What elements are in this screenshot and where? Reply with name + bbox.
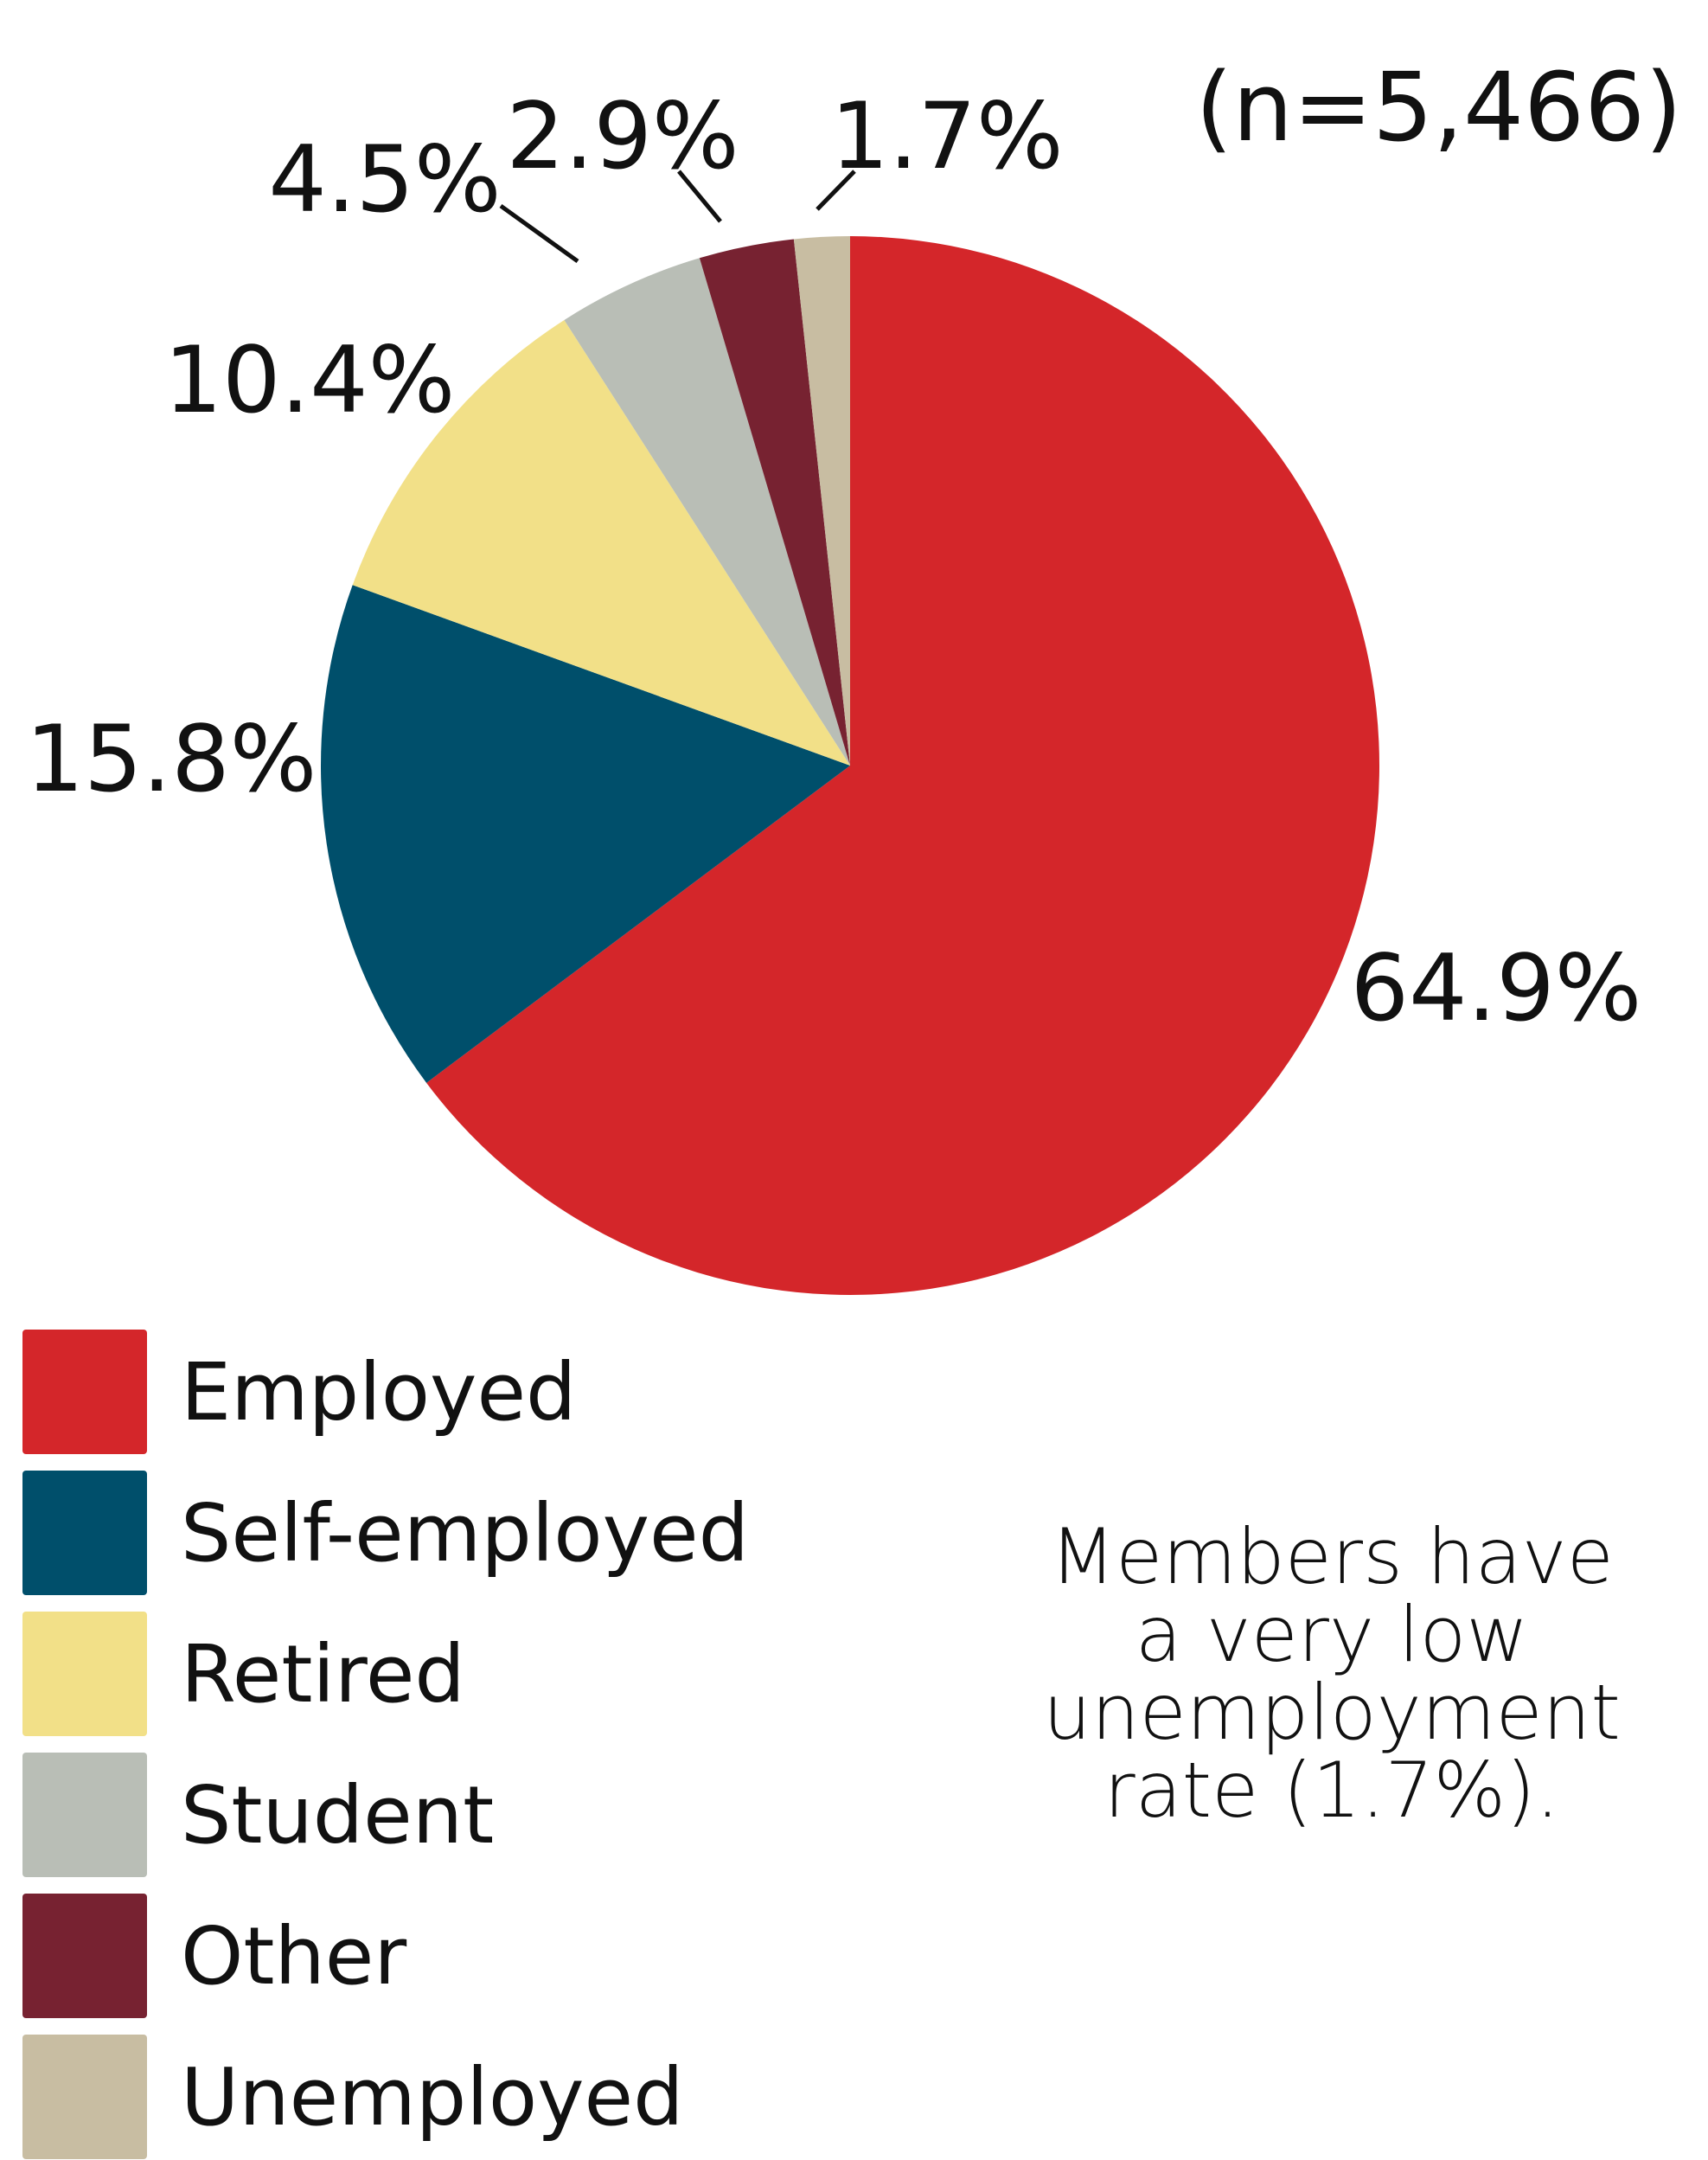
legend-label-student: Student [181, 1769, 495, 1862]
legend-item-employed: Employed [22, 1330, 974, 1455]
slice-label-retired: 10.4% [164, 327, 456, 433]
legend-item-retired: Retired [22, 1612, 974, 1737]
legend-item-unemployed: Unemployed [22, 2035, 974, 2160]
slice-labels: 64.9% 15.8% 10.4% 4.5% 2.9% 1.7% [26, 83, 1642, 1042]
note-line: rate (1.7%). [1103, 1746, 1560, 1835]
pie-slice-other [699, 239, 850, 766]
leader-line-student [499, 203, 579, 264]
legend-swatch-other [22, 1894, 147, 2018]
note-line: Members have [1050, 1512, 1614, 1601]
sample-size-label: (n=5,466) [1195, 52, 1682, 163]
pie-slice-self-employed [320, 585, 851, 1083]
legend-swatch-unemployed [22, 2035, 147, 2159]
legend-swatch-retired [22, 1612, 147, 1736]
leader-line-unemployed [816, 170, 856, 211]
legend-label-employed: Employed [181, 1346, 577, 1439]
leader-lines [499, 170, 856, 264]
slice-label-self-employed: 15.8% [26, 706, 317, 812]
pie-slice-student [564, 258, 850, 766]
legend-item-student: Student [22, 1753, 974, 1878]
unemployment-note: Members have a very low unemployment rat… [986, 1518, 1678, 1830]
legend-label-retired: Retired [181, 1628, 465, 1721]
legend-label-other: Other [181, 1910, 407, 2003]
note-line: a very low [1135, 1590, 1529, 1679]
slice-label-unemployed: 1.7% [830, 83, 1063, 189]
slice-label-student: 4.5% [268, 126, 501, 233]
legend-item-other: Other [22, 1894, 974, 2019]
legend-item-self-employed: Self-employed [22, 1471, 974, 1596]
legend-swatch-student [22, 1753, 147, 1877]
pie-slice-employed [426, 236, 1379, 1295]
slice-label-employed: 64.9% [1351, 935, 1642, 1042]
legend-swatch-self-employed [22, 1471, 147, 1595]
note-line: unemployment [1043, 1668, 1621, 1757]
slice-label-other: 2.9% [506, 83, 739, 189]
legend-label-unemployed: Unemployed [181, 2051, 684, 2144]
legend-label-self-employed: Self-employed [181, 1487, 750, 1580]
leader-line-other [677, 170, 722, 223]
pie-slice-unemployed [793, 236, 850, 766]
pie-slices [320, 236, 1379, 1295]
legend-swatch-employed [22, 1330, 147, 1454]
pie-slice-retired [352, 319, 850, 766]
